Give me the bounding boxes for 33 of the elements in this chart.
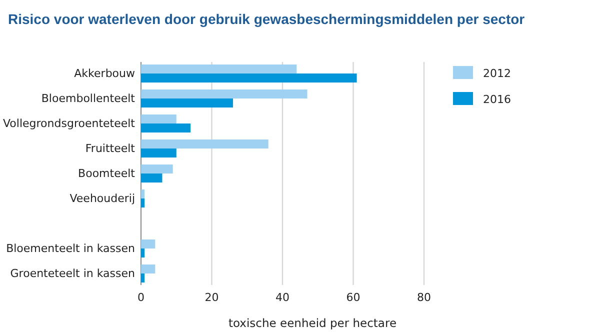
bar xyxy=(141,174,162,182)
y-tick-label: Veehouderij xyxy=(70,192,135,206)
bar xyxy=(141,198,145,208)
bar xyxy=(141,264,156,274)
y-tick-label: Fruitteelt xyxy=(85,142,136,156)
bar xyxy=(141,124,191,132)
x-tick-label: 80 xyxy=(417,290,431,304)
y-tick-label: Bloembollenteelt xyxy=(41,92,136,106)
y-tick-label: Groenteteelt in kassen xyxy=(10,267,136,280)
bar xyxy=(141,164,173,174)
bar xyxy=(141,90,308,98)
legend-label: 2012 xyxy=(483,67,511,80)
y-tick-label: Bloementeelt in kassen xyxy=(6,242,136,256)
y-tick-label: Akkerbouw xyxy=(74,67,136,80)
bar xyxy=(141,274,145,282)
y-tick-label: Vollegrondsgroenteteelt xyxy=(3,117,136,130)
x-tick-label: 20 xyxy=(204,290,219,304)
x-axis-title: toxische eenheid per hectare xyxy=(228,316,397,330)
bar xyxy=(141,114,176,124)
bar xyxy=(141,140,268,148)
x-tick-label: 60 xyxy=(346,290,360,304)
legend-label: 2016 xyxy=(483,93,511,106)
bar xyxy=(141,240,156,248)
bar xyxy=(141,64,297,74)
y-tick-label: Boomteelt xyxy=(78,167,136,180)
x-tick-label: 0 xyxy=(138,290,144,304)
bar xyxy=(141,148,176,158)
bar xyxy=(141,98,233,108)
chart-title: Risico voor waterleven door gebruik gewasbeschermingsmiddelen per sector xyxy=(8,11,526,27)
bar xyxy=(141,190,145,198)
bar xyxy=(141,74,357,82)
x-tick-label: 40 xyxy=(276,290,290,304)
bar xyxy=(141,248,145,258)
